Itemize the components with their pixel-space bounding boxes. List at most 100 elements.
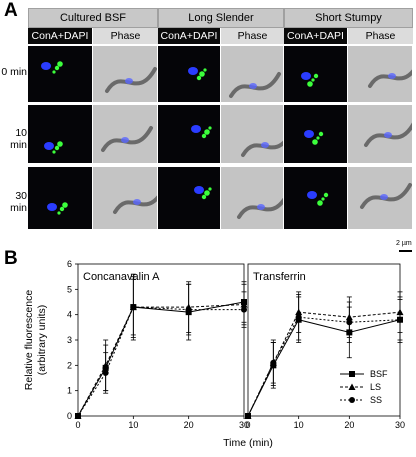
- cona-signal: [62, 202, 68, 208]
- phase-micrograph: [221, 46, 283, 102]
- phase-micrograph: [348, 105, 412, 163]
- y-tick-label: 3: [67, 335, 72, 345]
- cona-signal: [52, 70, 56, 74]
- cona-signal: [59, 206, 65, 212]
- data-point-SS: [130, 304, 137, 311]
- cona-signal: [312, 139, 318, 145]
- column-header-1: Long Slender: [158, 8, 284, 28]
- x-tick-label: 0: [245, 420, 250, 430]
- data-point-SS: [102, 369, 109, 376]
- subheader-phase: Phase: [93, 28, 158, 44]
- fluorescence-micrograph: [28, 105, 92, 163]
- y-tick-label: 6: [67, 259, 72, 269]
- dapi-nucleus: [388, 73, 396, 79]
- cona-signal: [204, 129, 210, 135]
- cona-signal: [307, 81, 313, 87]
- fluorescence-micrograph: [28, 46, 92, 102]
- subheader-fluorescence: ConA+DAPI: [28, 28, 92, 44]
- dapi-nucleus: [380, 194, 388, 200]
- scale-bar: [399, 250, 412, 252]
- data-point-SS: [397, 316, 403, 323]
- dapi-nucleus: [188, 67, 198, 75]
- data-point-SS: [75, 413, 81, 419]
- y-tick-label: 0: [67, 411, 72, 421]
- cona-signal: [311, 78, 315, 82]
- subheader-phase: Phase: [221, 28, 284, 44]
- subheader-fluorescence: ConA+DAPI: [158, 28, 220, 44]
- plot-frame: [247, 263, 401, 417]
- phase-micrograph: [93, 105, 157, 163]
- x-tick-label: 20: [184, 420, 194, 430]
- cona-signal: [54, 145, 60, 151]
- legend-marker-LS: [348, 383, 356, 390]
- time-row-label: 0 min: [1, 66, 27, 78]
- x-tick-label: 30: [239, 420, 249, 430]
- column-header-0: Cultured BSF: [28, 8, 158, 28]
- cona-signal: [208, 187, 212, 191]
- x-axis-label: Time (min): [223, 437, 273, 449]
- dapi-nucleus: [384, 132, 392, 138]
- legend-label-BSF: BSF: [370, 369, 388, 379]
- time-row-label: 30 min: [10, 190, 27, 214]
- cona-signal: [318, 131, 324, 137]
- cona-signal: [203, 68, 207, 72]
- dapi-nucleus: [307, 191, 317, 199]
- cona-signal: [323, 192, 329, 198]
- plot-frame: [77, 263, 245, 417]
- panel-a-letter: A: [4, 0, 18, 21]
- fluorescence-micrograph: [158, 167, 220, 229]
- dapi-nucleus: [301, 72, 311, 80]
- data-point-SS: [241, 306, 247, 313]
- subheader-phase: Phase: [348, 28, 413, 44]
- x-tick-label: 10: [294, 420, 304, 430]
- cona-signal: [208, 126, 212, 130]
- cona-signal: [321, 197, 325, 201]
- legend-marker-SS: [349, 397, 355, 403]
- dapi-nucleus: [191, 125, 201, 133]
- cona-signal: [196, 75, 202, 81]
- y-tick-label: 4: [67, 310, 72, 320]
- y-tick-label: 5: [67, 284, 72, 294]
- phase-micrograph: [348, 46, 412, 102]
- column-header-2: Short Stumpy: [284, 8, 413, 28]
- data-point-SS: [295, 314, 302, 321]
- cona-signal: [204, 190, 210, 196]
- cona-signal: [54, 65, 60, 71]
- time-row-label: 10 min: [10, 127, 27, 151]
- fluorescence-micrograph: [158, 46, 220, 102]
- data-point-SS: [185, 306, 192, 313]
- dapi-nucleus: [304, 130, 314, 138]
- x-tick-label: 20: [344, 420, 354, 430]
- series-line-BSF: [77, 301, 245, 417]
- legend-label-SS: SS: [370, 395, 382, 405]
- dapi-nucleus: [261, 142, 269, 148]
- subheader-fluorescence: ConA+DAPI: [284, 28, 347, 44]
- fluorescence-chart: 0 10 20 30 0 1 2 3 4 5 6 Concanavalin A 0 10 20 30 Trans…: [0, 258, 416, 452]
- dapi-nucleus: [41, 62, 51, 70]
- legend-label-LS: LS: [370, 382, 381, 392]
- fluorescence-micrograph: [284, 105, 347, 163]
- subplot-title: Transferrin: [253, 271, 306, 283]
- phase-micrograph: [93, 167, 157, 229]
- dapi-nucleus: [133, 199, 141, 205]
- x-tick-label: 10: [128, 420, 138, 430]
- phase-micrograph: [348, 167, 412, 229]
- phase-micrograph: [221, 167, 283, 229]
- cona-signal: [316, 136, 320, 140]
- legend-marker-BSF: [349, 371, 355, 377]
- data-point-SS: [346, 319, 353, 326]
- dapi-nucleus: [121, 137, 129, 143]
- cona-signal: [201, 133, 207, 139]
- y-axis-label-units: (arbitrary units): [36, 305, 48, 376]
- y-tick-label: 1: [67, 386, 72, 396]
- x-tick-label: 30: [395, 420, 405, 430]
- cona-signal: [313, 73, 319, 79]
- dapi-nucleus: [47, 203, 57, 211]
- y-axis-label: Relative fluorescence: [23, 290, 35, 391]
- cona-signal: [317, 200, 323, 206]
- cona-signal: [57, 61, 63, 67]
- cona-signal: [57, 141, 63, 147]
- subplot-title: Concanavalin A: [83, 271, 160, 283]
- phase-micrograph: [221, 105, 283, 163]
